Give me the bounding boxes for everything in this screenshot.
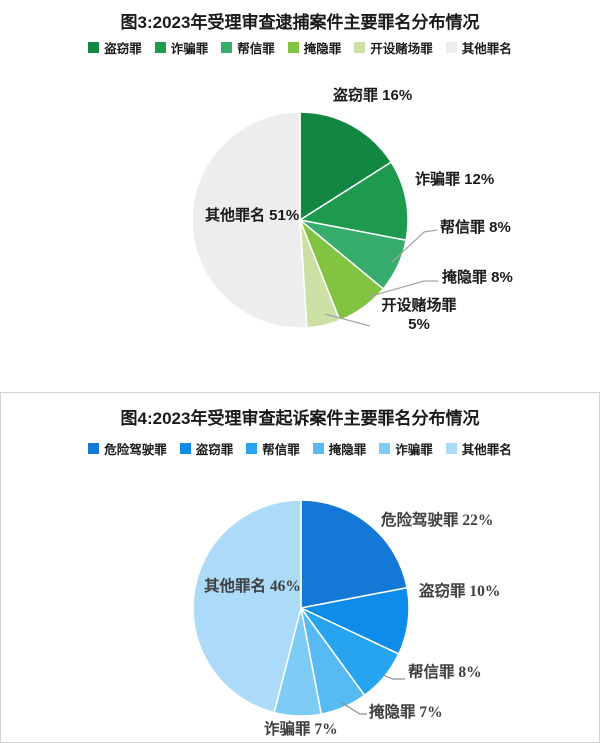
legend-item: 诈骗罪 (154, 38, 209, 57)
leader-line (382, 674, 405, 680)
legend-item: 危险驾驶罪 (88, 439, 167, 458)
legend-item: 盗窃罪 (179, 439, 234, 458)
legend-swatch-icon (179, 443, 191, 454)
legend-item: 帮信罪 (246, 439, 300, 458)
legend-swatch-icon (154, 42, 166, 53)
pie-slice (300, 499, 408, 609)
legend-label: 诈骗罪 (395, 443, 433, 457)
leader-line (391, 229, 438, 263)
legend-label: 盗窃罪 (104, 42, 142, 56)
figure4-title: 图4:2023年受理审查起诉案件主要罪名分布情况 (120, 409, 480, 428)
legend-item: 盗窃罪 (88, 38, 142, 57)
legend-swatch-icon (88, 443, 100, 454)
legend-label: 掩隐罪 (328, 443, 367, 457)
leader-line (341, 702, 367, 715)
legend-item: 掩隐罪 (287, 38, 342, 57)
legend-swatch-icon (445, 42, 457, 53)
legend-label: 帮信罪 (237, 42, 275, 56)
legend-swatch-icon (221, 42, 233, 53)
figure3-title: 图3:2023年受理审查逮捕案件主要罪名分布情况 (120, 13, 480, 32)
legend-swatch-icon (354, 42, 366, 53)
legend-label: 危险驾驶罪 (104, 443, 167, 457)
pie-slice (192, 499, 302, 714)
figure3-panel: 图3:2023年受理审查逮捕案件主要罪名分布情况 盗窃罪 诈骗罪 帮信罪 掩隐罪 开设赌… (0, 13, 600, 333)
leader-line (367, 280, 438, 298)
legend-label: 诈骗罪 (170, 42, 209, 56)
pie-slice (299, 111, 392, 221)
legend-label: 掩隐罪 (303, 42, 342, 56)
legend-item: 开设赌场罪 (354, 38, 433, 57)
legend-swatch-icon (445, 443, 457, 454)
legend-label: 盗窃罪 (195, 443, 234, 457)
pie-slice (299, 161, 409, 241)
figure3-legend: 盗窃罪 诈骗罪 帮信罪 掩隐罪 开设赌场罪 其他罪名 (0, 38, 600, 57)
legend-swatch-icon (246, 443, 258, 454)
legend-item: 掩隐罪 (312, 439, 367, 458)
legend-label: 其他罪名 (461, 42, 512, 56)
figure3-pie-chart (191, 111, 438, 329)
legend-swatch-icon (312, 443, 324, 454)
legend-swatch-icon (88, 42, 100, 53)
leader-line (324, 313, 371, 327)
pie-slice (191, 111, 308, 329)
figure4-panel: 图4:2023年受理审查起诉案件主要罪名分布情况 危险驾驶罪 盗窃罪 帮信罪 掩隐罪 诈… (0, 392, 600, 743)
legend-item: 其他罪名 (445, 439, 512, 458)
legend-swatch-icon (287, 42, 299, 53)
legend-item: 其他罪名 (445, 38, 512, 57)
figure4-legend: 危险驾驶罪 盗窃罪 帮信罪 掩隐罪 诈骗罪 其他罪名 (1, 439, 599, 458)
legend-swatch-icon (379, 443, 391, 454)
legend-item: 诈骗罪 (379, 439, 433, 458)
legend-label: 开设赌场罪 (370, 42, 433, 56)
legend-label: 帮信罪 (262, 443, 300, 457)
figure4-pie-chart (192, 499, 410, 717)
legend-item: 帮信罪 (221, 38, 275, 57)
legend-label: 其他罪名 (461, 443, 512, 457)
